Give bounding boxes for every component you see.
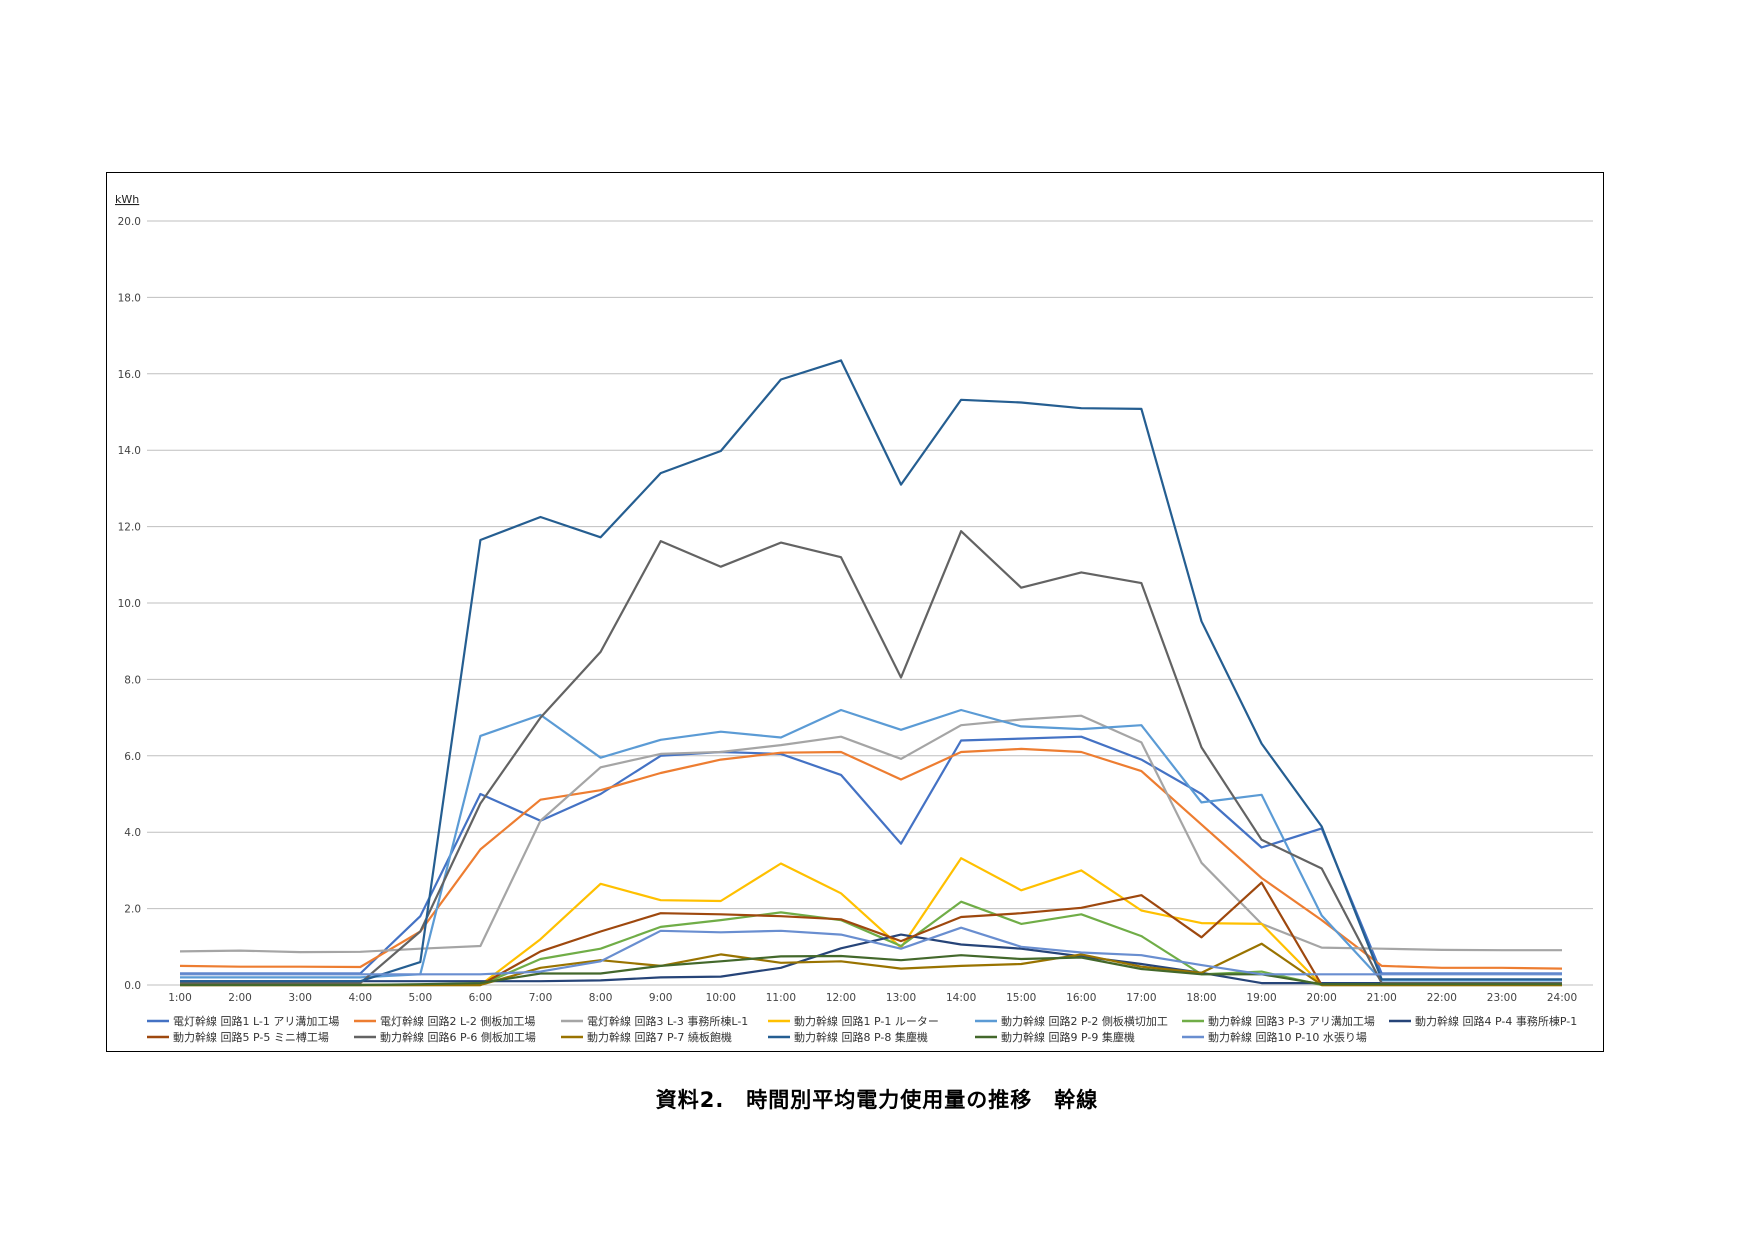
x-tick-label: 20:00 <box>1307 992 1337 1004</box>
y-tick-label: 16.0 <box>118 369 141 381</box>
legend-entry: 動力幹線 回路4 P-4 事務所棟P-1 <box>1389 1014 1577 1028</box>
x-tick-label: 2:00 <box>228 992 252 1004</box>
x-tick-label: 18:00 <box>1186 992 1216 1004</box>
legend-label: 動力幹線 回路8 P-8 集塵機 <box>794 1030 928 1044</box>
legend-entry: 動力幹線 回路6 P-6 側板加工場 <box>354 1030 536 1044</box>
series-line <box>180 530 1562 985</box>
x-tick-label: 19:00 <box>1246 992 1276 1004</box>
legend-label: 電灯幹線 回路3 L-3 事務所棟L-1 <box>587 1014 748 1028</box>
y-tick-label: 10.0 <box>118 598 141 610</box>
x-tick-label: 9:00 <box>649 992 673 1004</box>
legend-entry: 動力幹線 回路7 P-7 繞板飽機 <box>561 1030 732 1044</box>
series-line <box>179 714 1562 954</box>
chart-frame: 0.0 2.0 4.0 6.0 8.0 10.0 12.0 14.0 16.0 18.0 20.0 … <box>106 172 1604 1052</box>
legend-entry: 動力幹線 回路2 P-2 側板横切加工 <box>975 1014 1168 1028</box>
legend-label: 動力幹線 回路2 P-2 側板横切加工 <box>1001 1014 1168 1028</box>
x-tick-label: 12:00 <box>826 992 856 1004</box>
y-tick-label: 4.0 <box>124 827 141 839</box>
legend-label: 動力幹線 回路7 P-7 繞板飽機 <box>587 1030 732 1044</box>
legend-label: 動力幹線 回路9 P-9 集塵機 <box>1001 1030 1135 1044</box>
x-tick-label: 10:00 <box>706 992 736 1004</box>
series-lines <box>179 359 1563 987</box>
y-tick-label: 6.0 <box>124 751 141 763</box>
legend-entry: 動力幹線 回路9 P-9 集塵機 <box>975 1030 1135 1044</box>
x-tick-label: 5:00 <box>409 992 433 1004</box>
legend-label: 動力幹線 回路10 P-10 水張り場 <box>1208 1030 1367 1044</box>
y-tick-label: 12.0 <box>118 522 141 534</box>
x-tick-label: 1:00 <box>168 992 192 1004</box>
legend-label: 動力幹線 回路3 P-3 アリ溝加工場 <box>1208 1014 1375 1028</box>
x-tick-label: 16:00 <box>1066 992 1096 1004</box>
x-tick-label: 8:00 <box>589 992 613 1004</box>
legend-entry: 動力幹線 回路3 P-3 アリ溝加工場 <box>1182 1014 1375 1028</box>
series-line <box>180 708 1562 982</box>
legend: 電灯幹線 回路1 L-1 アリ溝加工場 電灯幹線 回路2 L-2 側板加工場 電灯幹… <box>147 1014 1577 1044</box>
series-line <box>180 954 1562 987</box>
series-line <box>180 735 1562 975</box>
y-axis-unit-label: kWh <box>115 193 139 206</box>
legend-entry: 動力幹線 回路5 P-5 ミニ榑工場 <box>147 1030 329 1044</box>
legend-label: 動力幹線 回路5 P-5 ミニ榑工場 <box>173 1030 329 1044</box>
x-tick-label: 4:00 <box>348 992 372 1004</box>
x-tick-label: 24:00 <box>1547 992 1577 1004</box>
x-tick-label: 13:00 <box>886 992 916 1004</box>
x-tick-label: 17:00 <box>1126 992 1156 1004</box>
y-tick-label: 0.0 <box>124 980 141 992</box>
legend-entry: 電灯幹線 回路2 L-2 側板加工場 <box>354 1014 535 1028</box>
x-axis-ticks: 1:00 2:00 3:00 4:00 5:00 6:00 7:00 8:00 9:00 10:0… <box>168 992 1577 1004</box>
gridlines <box>147 220 1593 986</box>
y-tick-label: 18.0 <box>118 292 141 304</box>
x-tick-label: 22:00 <box>1427 992 1457 1004</box>
legend-label: 電灯幹線 回路1 L-1 アリ溝加工場 <box>173 1014 339 1028</box>
x-tick-label: 23:00 <box>1487 992 1517 1004</box>
legend-entry: 動力幹線 回路10 P-10 水張り場 <box>1182 1030 1367 1044</box>
series-line <box>179 747 1563 970</box>
y-tick-label: 8.0 <box>124 674 141 686</box>
legend-label: 動力幹線 回路6 P-6 側板加工場 <box>380 1030 536 1044</box>
line-chart: 0.02.04.06.08.010.012.014.016.018.020.0 … <box>115 193 1593 1044</box>
legend-entry: 電灯幹線 回路1 L-1 アリ溝加工場 <box>147 1014 339 1028</box>
y-axis-ticks: 0.0 2.0 4.0 6.0 8.0 10.0 12.0 14.0 16.0 18.0 20.0 <box>118 216 141 992</box>
legend-label: 動力幹線 回路4 P-4 事務所棟P-1 <box>1415 1014 1577 1028</box>
y-tick-label: 2.0 <box>124 904 141 916</box>
x-tick-label: 14:00 <box>946 992 976 1004</box>
legend-label: 電灯幹線 回路2 L-2 側板加工場 <box>380 1014 535 1028</box>
x-tick-label: 6:00 <box>469 992 493 1004</box>
x-tick-label: 15:00 <box>1006 992 1036 1004</box>
legend-entry: 電灯幹線 回路3 L-3 事務所棟L-1 <box>561 1014 748 1028</box>
figure-caption: 資料2. 時間別平均電力使用量の推移 幹線 <box>655 1088 1099 1112</box>
legend-entry: 動力幹線 回路1 P-1 ルーター <box>768 1014 939 1028</box>
x-tick-label: 3:00 <box>288 992 312 1004</box>
y-tick-label: 14.0 <box>118 445 141 457</box>
series-line <box>180 926 1562 976</box>
x-tick-label: 7:00 <box>529 992 553 1004</box>
legend-entry: 動力幹線 回路8 P-8 集塵機 <box>768 1030 928 1044</box>
series-line <box>180 359 1562 983</box>
legend-label: 動力幹線 回路1 P-1 ルーター <box>794 1014 939 1028</box>
x-tick-label: 21:00 <box>1367 992 1397 1004</box>
y-tick-label: 20.0 <box>118 216 141 228</box>
x-tick-label: 11:00 <box>766 992 796 1004</box>
